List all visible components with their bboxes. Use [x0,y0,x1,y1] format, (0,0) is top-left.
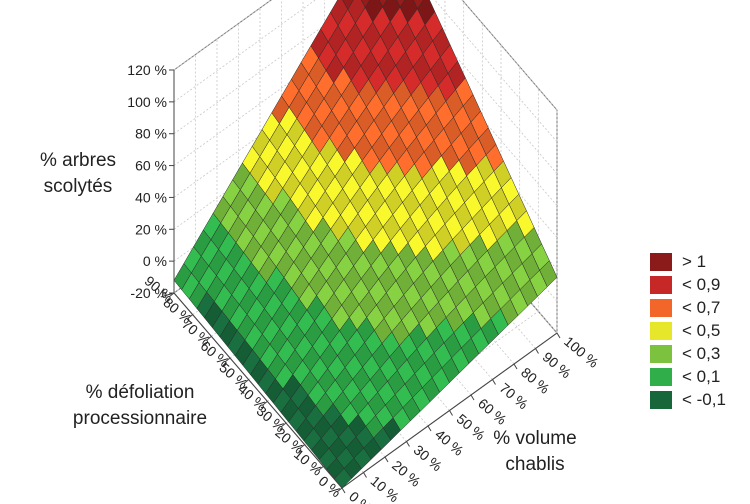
y-tick [168,292,175,298]
legend-item: < 0,1 [650,365,726,388]
surface-cell [412,0,424,10]
x-axis-title-line1: % volume [493,428,577,449]
back-wall-gridline [173,0,316,103]
legend-label: < 0,5 [682,320,721,340]
legend-swatch [650,367,672,386]
back-wall-gridline [173,0,272,71]
y-tick [187,314,193,320]
z-tick-label: 40 % [135,189,167,205]
y-axis-title: % défoliation processionnaire [40,380,240,432]
surface-mesh [173,0,558,489]
y-axis-line [173,292,343,489]
legend-item: < 0,7 [650,296,726,319]
z-axis-title-line2: scolytés [43,176,113,197]
z-tick-label: 100 % [127,94,167,110]
y-tick [262,400,268,406]
legend: > 1 < 0,9 < 0,7 < 0,5 < 0,3 < 0,1 < -0,1 [650,250,726,411]
x-tick [513,363,518,370]
x-tick-label: 0 % [346,488,375,504]
side-wall-gridline [406,0,558,174]
z-tick-label: 80 % [135,126,167,142]
z-axis-title-line1: % arbres [39,150,117,171]
legend-label: < 0,9 [682,274,721,294]
y-axis-title-line1: % défoliation [85,382,195,403]
side-wall-gridline [461,0,558,111]
legend-item: < -0,1 [650,388,726,411]
legend-item: < 0,9 [650,273,726,296]
y-tick [299,444,305,450]
z-axis-title: % arbres scolytés [8,148,148,200]
x-tick-label: 90 % [540,349,575,382]
z-tick-label: 0 % [143,253,167,269]
legend-swatch [650,390,672,409]
legend-label: < -0,1 [682,389,726,409]
y-tick [336,487,343,493]
x-tick [535,348,539,354]
x-tick [341,487,346,494]
x-axis-title-line2: chablis [505,454,565,475]
surface-cell [396,0,406,8]
x-tick-label: 20 % [389,457,424,490]
x-tick [363,472,367,478]
x-tick-label: 40 % [432,426,467,459]
z-tick-label: -20 % [130,285,167,301]
legend-swatch [650,298,672,317]
z-tick-label: 60 % [135,158,167,174]
y-tick [206,335,212,341]
x-tick-label: 30 % [411,442,446,475]
y-tick [280,422,287,428]
legend-label: > 1 [682,251,707,271]
x-tick-label: 60 % [475,395,510,428]
y-tick [243,379,249,385]
x-tick-label: 70 % [497,380,532,413]
z-tick-label: 20 % [135,221,167,237]
legend-item: > 1 [650,250,726,273]
legend-swatch [650,321,672,340]
legend-label: < 0,1 [682,366,721,386]
legend-swatch [650,252,672,271]
legend-swatch [650,275,672,294]
x-tick [427,425,432,432]
legend-label: < 0,3 [682,343,721,363]
surface-cell [378,0,388,8]
z-tick-label: 120 % [127,62,167,78]
x-tick [556,332,561,339]
y-tick [318,465,324,471]
x-tick [470,394,475,401]
x-tick-label: 80 % [518,364,553,397]
x-tick [492,379,496,385]
x-tick [449,410,453,416]
x-axis-title: % volume chablis [470,426,600,478]
legend-label: < 0,7 [682,297,721,317]
surface-cell [360,0,371,8]
legend-item: < 0,5 [650,319,726,342]
y-axis-title-line2: processionnaire [72,408,208,429]
x-tick-label: 10 % [368,473,403,504]
x-tick [406,441,410,447]
legend-item: < 0,3 [650,342,726,365]
y-tick [224,357,231,363]
x-tick [384,456,389,463]
legend-swatch [650,344,672,363]
side-wall-gridline [434,0,558,143]
